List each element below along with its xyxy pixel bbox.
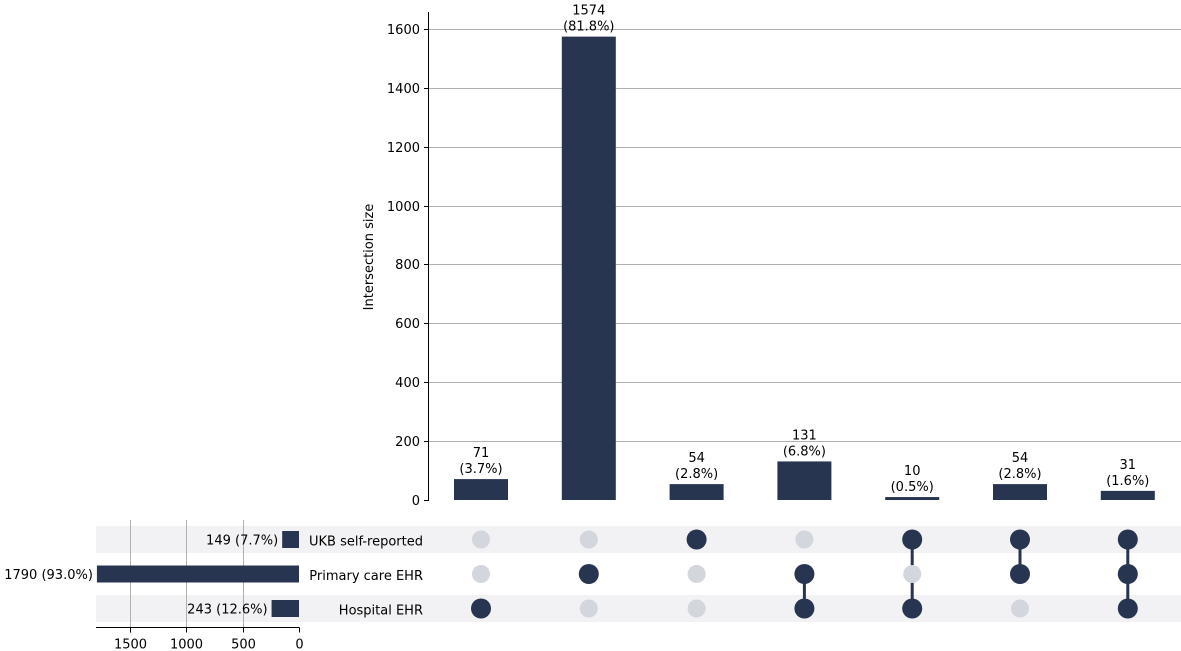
bar-count-label: 54 — [688, 451, 705, 466]
y-tick-label: 400 — [395, 376, 420, 391]
bar-count-label: 71 — [473, 446, 490, 461]
y-tick-label: 600 — [395, 317, 420, 332]
set-size-panel: 149 (7.7%) UKB self-reported 1790 (93.0%) P… — [4, 520, 423, 651]
matrix-dot-active — [1117, 564, 1138, 584]
y-tick-label: 200 — [395, 435, 420, 450]
intersection-bar — [454, 479, 508, 500]
set-size-tick-label: 1500 — [114, 638, 147, 651]
intersection-bar — [885, 497, 940, 500]
y-tick-label: 1000 — [387, 200, 420, 215]
matrix-dot-active — [794, 564, 815, 584]
set-size-label: 1790 (93.0%) — [4, 568, 93, 583]
bar-percent-label: (6.8%) — [783, 444, 826, 459]
matrix-row-stripes — [96, 526, 1181, 622]
matrix-dot-inactive — [687, 599, 706, 618]
matrix-dot-active — [902, 529, 923, 550]
set-size-tick-label: 0 — [295, 638, 303, 651]
matrix-dot-inactive — [903, 565, 922, 583]
matrix-dot-inactive — [472, 565, 490, 583]
bar-percent-label: (2.8%) — [675, 467, 718, 482]
set-size-bar — [271, 600, 299, 617]
matrix-dot-inactive — [579, 599, 598, 618]
intersection-bars: 71(3.7%)1574(81.8%)54(2.8%)131(6.8%)10(0… — [454, 4, 1155, 500]
matrix-dot-active — [578, 564, 599, 584]
set-size-bar — [282, 531, 299, 548]
intersection-gridlines — [429, 29, 1181, 442]
set-size-label: 149 (7.7%) — [206, 534, 278, 549]
bar-count-label: 1574 — [572, 4, 605, 19]
set-size-tick-label: 1000 — [170, 638, 203, 651]
matrix-dot-active — [1010, 529, 1030, 550]
matrix-dot-active — [794, 598, 815, 619]
intersection-bar — [993, 484, 1047, 500]
bar-count-label: 54 — [1012, 451, 1029, 466]
matrix-dot-inactive — [472, 530, 490, 549]
y-tick-label: 1600 — [387, 23, 420, 38]
bar-percent-label: (3.7%) — [459, 462, 502, 477]
intersection-axis: Intersection size 0 200 400 600 800 1000 1200 1… — [362, 12, 429, 509]
bar-percent-label: (0.5%) — [891, 480, 934, 495]
bar-percent-label: (81.8%) — [563, 20, 614, 35]
y-tick-label: 1400 — [387, 82, 420, 97]
matrix-dot-active — [1117, 529, 1138, 550]
row-stripe — [96, 526, 1181, 553]
y-tick-label: 0 — [412, 494, 420, 509]
bar-percent-label: (1.6%) — [1106, 474, 1149, 489]
intersection-bar — [1100, 490, 1155, 500]
y-tick-label: 800 — [395, 258, 420, 273]
set-size-label: 243 (12.6%) — [187, 603, 267, 618]
y-tick-label: 1200 — [387, 141, 420, 156]
matrix-dot-active — [1010, 564, 1030, 584]
matrix-dot-active — [686, 529, 707, 550]
set-name-label: Primary care EHR — [309, 569, 423, 584]
membership-matrix — [471, 529, 1138, 619]
matrix-dot-active — [471, 598, 491, 619]
bar-percent-label: (2.8%) — [998, 467, 1041, 482]
bar-count-label: 10 — [904, 464, 921, 479]
set-name-label: UKB self-reported — [309, 535, 423, 550]
bar-count-label: 131 — [792, 428, 817, 443]
matrix-dot-inactive — [687, 565, 706, 583]
intersection-bar — [777, 461, 832, 500]
matrix-dot-active — [1117, 598, 1138, 619]
intersection-bar — [669, 484, 724, 500]
matrix-dot-inactive — [579, 530, 598, 549]
matrix-dot-inactive — [1011, 599, 1029, 618]
intersection-bar — [561, 36, 616, 500]
matrix-dot-inactive — [795, 530, 814, 549]
matrix-dot-active — [902, 598, 923, 619]
set-size-tick-label: 500 — [231, 638, 256, 651]
bar-count-label: 31 — [1120, 458, 1137, 473]
set-name-label: Hospital EHR — [339, 604, 423, 619]
y-axis-label: Intersection size — [362, 204, 377, 311]
set-size-bar — [96, 565, 299, 583]
